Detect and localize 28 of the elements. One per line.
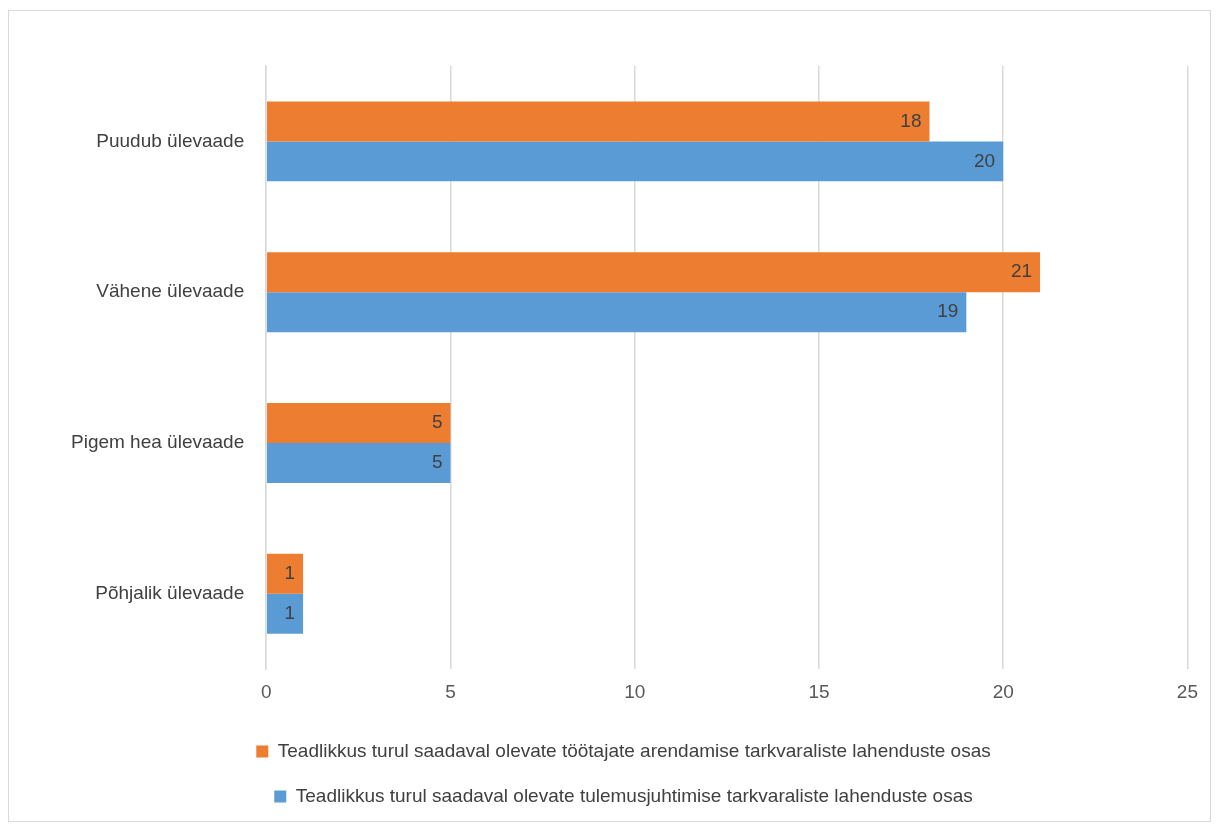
x-tick-label: 25: [1176, 680, 1198, 702]
y-tick-label: Puudub ülevaade: [96, 129, 245, 151]
data-label: 5: [431, 451, 443, 473]
y-tick-label: Pigem hea ülevaade: [70, 431, 245, 453]
data-label: 19: [937, 300, 959, 322]
data-label: 18: [900, 109, 922, 131]
bar: [266, 252, 1041, 293]
legend-label: Teadlikkus turul saadaval olevate töötajate arendamise tarkvaraliste lahenduste osas: [277, 739, 991, 761]
legend-label: Teadlikkus turul saadaval olevate tulemusjuhtimise tarkvaraliste lahenduste osas: [295, 784, 973, 806]
x-tick-label: 20: [992, 680, 1014, 702]
bar: [266, 443, 451, 483]
data-label: 1: [284, 562, 296, 584]
bar: [266, 101, 930, 142]
bar: [266, 141, 1004, 182]
bar: [266, 403, 451, 443]
bar: [266, 292, 967, 333]
x-tick-label: 5: [445, 680, 456, 702]
data-label: 21: [1010, 260, 1033, 282]
x-tick-label: 15: [808, 680, 830, 702]
data-label: 5: [431, 411, 443, 433]
x-tick-label: 0: [260, 680, 272, 702]
data-label: 20: [974, 149, 996, 171]
x-tick-label: 10: [624, 680, 646, 702]
data-label: 1: [284, 602, 296, 624]
bar: [266, 553, 304, 594]
y-tick-label: Vähene ülevaade: [96, 280, 245, 302]
y-tick-label: Põhjalik ülevaade: [95, 582, 245, 604]
bar: [266, 593, 304, 634]
